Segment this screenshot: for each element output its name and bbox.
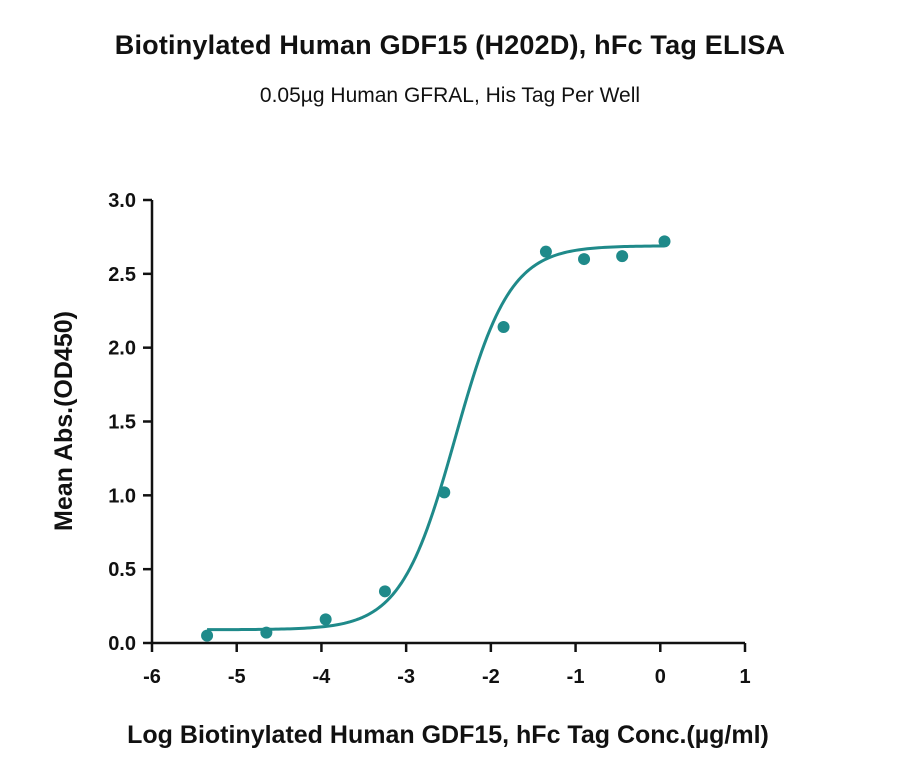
data-point [658,235,671,248]
y-tick-label: 2.5 [108,264,136,286]
y-axis-title: Mean Abs.(OD450) [50,311,78,531]
data-point [319,613,332,626]
y-tick-label: 0.0 [108,633,136,655]
x-tick-label: -5 [228,666,246,688]
y-tick-label: 1.5 [108,412,136,434]
x-tick-label: -6 [143,666,161,688]
y-tick-label: 3.0 [108,190,136,212]
y-tick-label: 0.5 [108,559,136,581]
x-tick-label: -4 [313,666,332,688]
x-axis-title: Log Biotinylated Human GDF15, hFc Tag Co… [127,721,769,749]
data-point [616,250,629,263]
x-axis: -6 -5 -4 -3 -2 -1 0 1 [143,641,751,688]
data-point [578,253,591,266]
data-point [539,245,552,258]
x-tick-label: -3 [397,666,415,688]
x-tick-label: 1 [739,666,750,688]
data-point [378,585,391,598]
y-tick-label: 1.0 [108,485,136,507]
fit-curve [207,244,665,632]
x-tick-label: -1 [567,666,585,688]
x-tick-label: -2 [482,666,500,688]
y-axis: 0.0 0.5 1.0 1.5 2.0 2.5 3.0 [108,190,154,655]
y-ticks: 0.0 0.5 1.0 1.5 2.0 2.5 3.0 [108,190,152,655]
data-point [438,486,451,499]
data-points [201,235,671,642]
chart-title: Biotinylated Human GDF15 (H202D), hFc Ta… [114,30,786,60]
y-tick-label: 2.0 [108,338,136,360]
data-point [497,320,510,333]
x-ticks: -6 -5 -4 -3 -2 -1 0 1 [143,643,751,688]
data-point [201,629,214,642]
chart-subtitle: 0.05µg Human GFRAL, His Tag Per Well [259,84,641,107]
data-point [260,626,273,639]
x-tick-label: 0 [655,666,666,688]
